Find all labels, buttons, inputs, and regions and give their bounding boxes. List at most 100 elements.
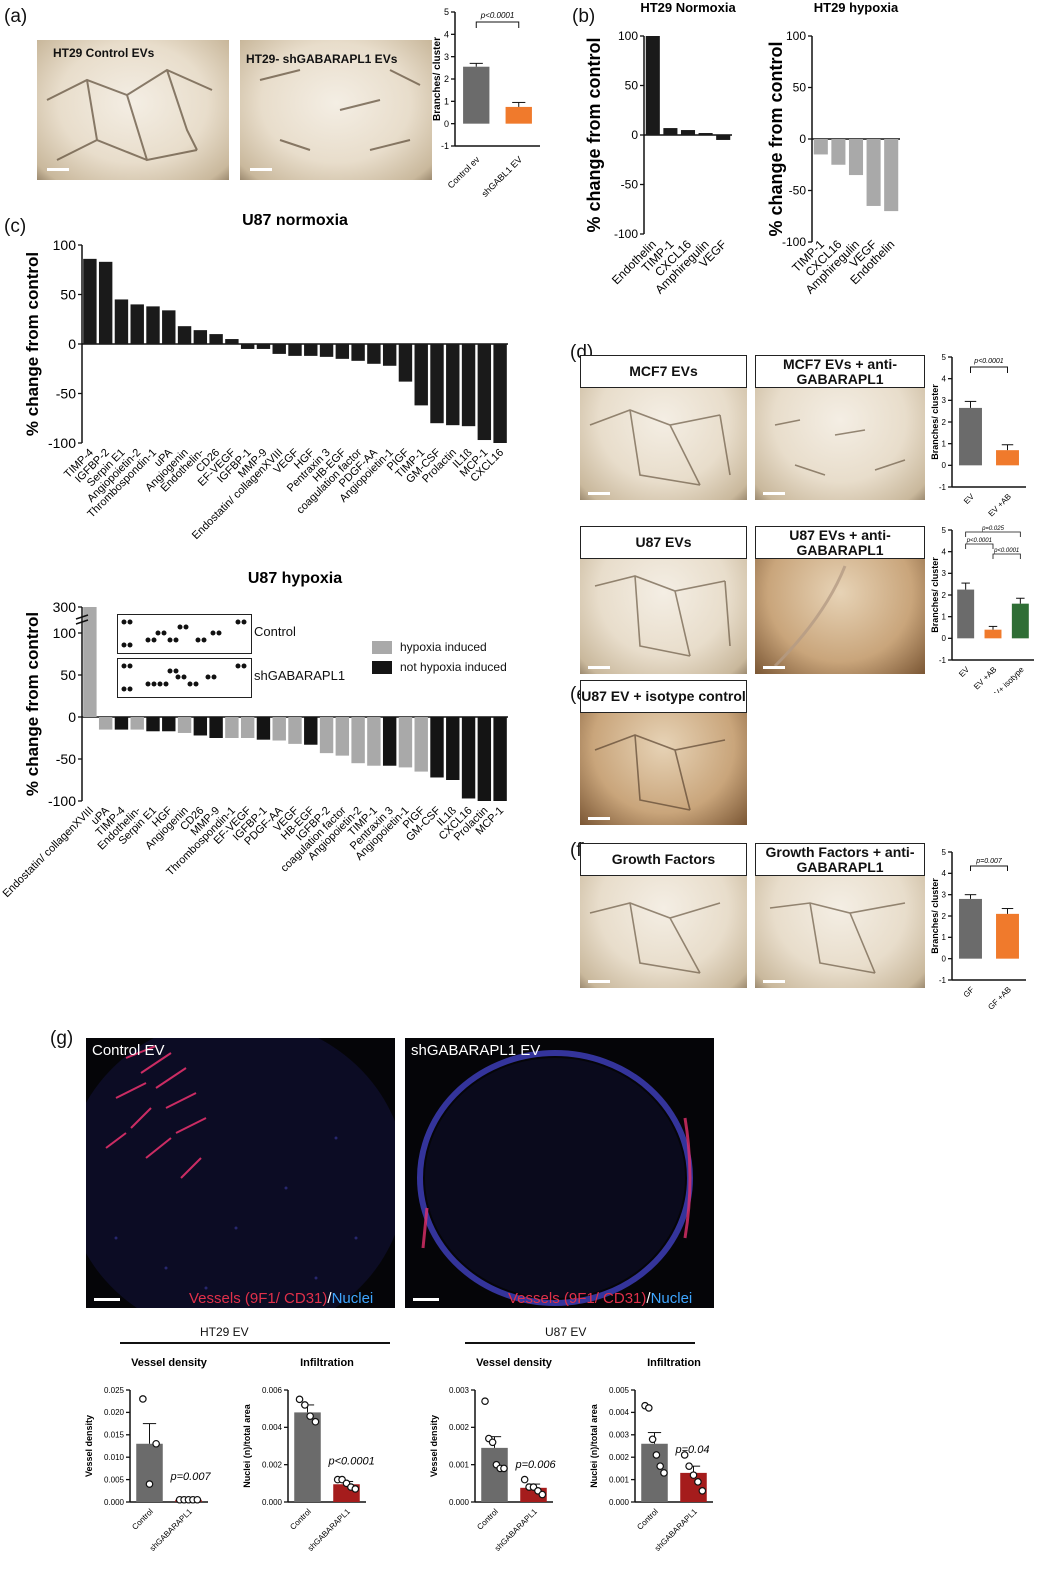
bar: [98, 261, 113, 344]
y-tick-label: 0.001: [609, 1475, 630, 1484]
panel-label-g: (g): [50, 1028, 74, 1049]
data-point: [538, 1490, 547, 1499]
bar: [114, 717, 129, 730]
y-tick-label: 0.002: [449, 1423, 470, 1432]
y-axis-label: Branches/ cluster: [432, 37, 443, 121]
y-tick-label: 3: [942, 569, 947, 578]
bar: [351, 344, 365, 361]
bar: [209, 334, 223, 344]
y-tick-label: 0.001: [449, 1460, 470, 1469]
bar: [83, 258, 97, 344]
bar: [698, 133, 713, 135]
bar: [382, 344, 397, 366]
bar: [414, 717, 428, 772]
data-point: [648, 1435, 657, 1444]
bar: [866, 139, 881, 206]
y-tick-label: 0.004: [609, 1408, 630, 1417]
fluor-texture: [86, 1038, 395, 1308]
blot-dots: [121, 619, 247, 648]
y-tick-label: 0.003: [449, 1386, 470, 1395]
network-texture: [774, 419, 906, 476]
bar: [114, 299, 129, 344]
y-axis-label: % change from control: [766, 41, 786, 236]
micrograph-gf: Growth Factors: [580, 843, 747, 988]
y-tick-label: 3: [942, 890, 947, 899]
p-value: p=0.025: [981, 526, 1005, 532]
network-texture: [46, 68, 213, 162]
y-tick-label: 2: [942, 591, 947, 600]
y-tick-label: 1: [942, 439, 947, 448]
stain-legend: Vessels (9F1/ CD31)/Nuclei: [189, 1290, 373, 1307]
p-value: p=0.007: [975, 858, 1003, 865]
bar: [414, 344, 428, 406]
y-tick-label: -100: [782, 235, 806, 249]
bar: [446, 717, 460, 780]
y-tick-label: 4: [942, 547, 947, 556]
blot-control: [117, 614, 252, 654]
micrograph-caption: Growth Factors + anti-GABARAPL1: [755, 843, 925, 876]
significance-bracket: [970, 865, 1008, 871]
data-point: [295, 1395, 304, 1404]
bar: [382, 717, 397, 766]
scale-bar: [250, 168, 272, 171]
chart-title: HT29 Normoxia: [640, 0, 736, 15]
bar: [351, 717, 365, 764]
category-label: shGABARAPL1: [493, 1507, 539, 1553]
y-tick-label: -1: [939, 483, 947, 492]
scale-bar: [763, 492, 785, 495]
bar: [493, 717, 507, 801]
y-tick-label: 0.000: [262, 1498, 283, 1507]
y-tick-label: 50: [60, 667, 76, 683]
network-texture: [594, 734, 726, 811]
data-point: [351, 1485, 360, 1493]
blot-label-sh: shGABARAPL1: [254, 668, 346, 683]
micrograph-gf-ab: Growth Factors + anti-GABARAPL1: [755, 843, 925, 988]
y-tick-label: 1: [942, 612, 947, 621]
bar: [831, 139, 846, 165]
bar: [884, 139, 899, 212]
bar: [177, 326, 192, 344]
y-axis-label: % change from control: [23, 252, 42, 436]
axis-break: [75, 614, 89, 620]
scale-bar: [94, 1298, 120, 1301]
y-tick-label: 0.015: [104, 1431, 125, 1440]
p-value: p<0.0001: [993, 548, 1019, 554]
chart-g-u87-infiltration: Infiltration 0.000 0.001 0.002 0.003 0.004 0.0…: [589, 1357, 713, 1553]
network-texture: [589, 409, 731, 486]
y-tick-label: 0.025: [104, 1386, 125, 1395]
scale-bar: [588, 666, 610, 669]
bar: [304, 344, 318, 356]
blot-label-control: Control: [254, 624, 296, 639]
bar: [130, 717, 144, 730]
y-tick-label: 5: [942, 848, 947, 857]
category-label: Control: [475, 1507, 500, 1532]
network-texture: [259, 69, 421, 151]
data-point: [481, 1397, 489, 1406]
bar: [430, 344, 444, 424]
category-label: Endostatin/ collagenXVIII: [1, 805, 96, 900]
y-tick-label: 0: [68, 336, 76, 352]
data-point: [656, 1462, 664, 1470]
significance-bracket: [475, 21, 520, 28]
y-tick-label: 0.000: [104, 1498, 125, 1507]
chart-c-u87-normoxia: U87 normoxia -100 -50 0 50 100 % change from c…: [23, 212, 508, 542]
y-tick-label: -100: [614, 227, 638, 241]
bar: [680, 130, 696, 135]
y-tick-label: 0: [631, 128, 638, 142]
legend-swatch-not-hypoxia: [372, 661, 392, 674]
y-tick-label: -100: [48, 435, 76, 451]
p-value: p=0.04: [675, 1444, 710, 1456]
y-axis-label: Vessel density: [429, 1415, 439, 1477]
chart-g-u87-vessel-density: Vessel density 0.000 0.001 0.002 0.003 Vessel…: [429, 1357, 556, 1553]
micrograph-mcf7: MCF7 EVs: [580, 355, 747, 500]
bar: [463, 66, 490, 124]
micrograph-u87-ab: U87 EVs + anti-GABARAPL1: [755, 526, 925, 674]
bar: [505, 106, 532, 124]
category-label: EV +AB: [987, 492, 1013, 518]
bar: [193, 330, 208, 344]
y-tick-label: 100: [53, 237, 77, 253]
category-label: shGABL1 EV: [480, 154, 525, 199]
data-point: [652, 1451, 661, 1459]
y-tick-label: 50: [793, 81, 807, 95]
bar: [1011, 603, 1029, 639]
